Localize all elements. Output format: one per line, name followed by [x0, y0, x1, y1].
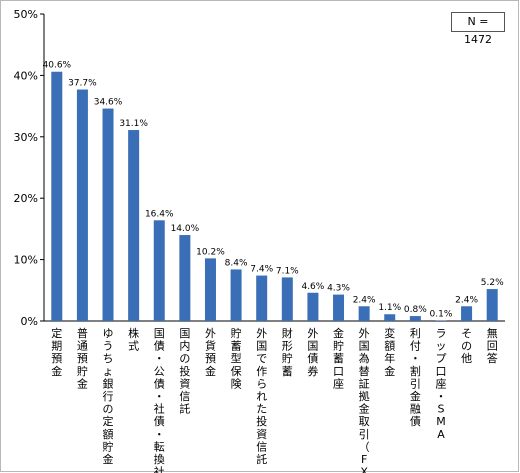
data-label: 31.1%: [119, 119, 148, 129]
bar: [230, 269, 242, 321]
bar: [435, 320, 447, 321]
y-tick-label: 20%: [14, 192, 38, 205]
x-tick-label: 財形貯蓄: [282, 326, 293, 378]
bar: [179, 235, 191, 321]
bar: [256, 275, 268, 321]
bar: [204, 258, 216, 321]
data-label: 1.1%: [378, 303, 401, 313]
bar: [307, 292, 319, 321]
data-label: 2.4%: [455, 295, 478, 305]
x-tick-label: 国内の投資信託: [179, 327, 190, 416]
x-tick-label: 外国債券: [307, 327, 318, 378]
bar: [384, 314, 396, 321]
x-tick-label: 貯蓄型保険: [231, 327, 242, 390]
x-tick-label: 外貨預金: [205, 327, 216, 378]
x-tick-label: 無回答: [487, 326, 498, 365]
x-tick-label: 株式: [128, 326, 139, 353]
data-label: 7.1%: [276, 266, 299, 276]
data-label: 2.4%: [353, 295, 376, 305]
x-tick-label: その他: [461, 327, 472, 365]
data-label: 40.6%: [43, 61, 72, 71]
bar: [333, 294, 345, 321]
data-label: 4.3%: [327, 284, 350, 294]
x-tick-label: 利付・割引金融債: [410, 327, 421, 428]
data-label: 16.4%: [145, 209, 174, 219]
x-tick-label: 外国為替証拠金取引（FX）: [359, 327, 370, 473]
bar: [76, 89, 88, 321]
sample-size-box: N = 1472: [451, 12, 505, 46]
bar: [153, 220, 165, 321]
bar: [51, 71, 63, 321]
y-tick-label: 30%: [14, 131, 38, 144]
data-label: 0.1%: [430, 309, 453, 319]
bar: [102, 108, 114, 321]
y-tick-label: 40%: [14, 69, 38, 82]
x-tick-label: 外国で作られた投資信託: [256, 327, 267, 466]
bar: [281, 277, 293, 321]
x-tick-label: 金貯蓄口座: [333, 326, 344, 390]
y-tick-label: 10%: [14, 254, 38, 267]
bar: [358, 306, 370, 321]
x-tick-label: ラップ口座・ S M A: [435, 327, 446, 441]
bar: [128, 130, 140, 321]
bar: [409, 316, 421, 321]
data-label: 37.7%: [68, 79, 97, 89]
data-label: 7.4%: [250, 265, 273, 275]
data-label: 0.8%: [404, 305, 427, 315]
bar: [486, 289, 498, 321]
y-tick-label: 50%: [14, 8, 38, 21]
x-tick-label: 変額年金: [384, 326, 395, 378]
data-label: 4.6%: [301, 282, 324, 292]
x-tick-label: 定期預金: [51, 326, 62, 378]
data-label: 5.2%: [481, 278, 504, 288]
bar: [461, 306, 473, 321]
x-tick-label: 普通預貯金: [77, 326, 88, 390]
y-tick-label: 0%: [21, 315, 38, 328]
data-label: 14.0%: [171, 224, 200, 234]
data-label: 34.6%: [94, 98, 123, 108]
data-label: 10.2%: [196, 247, 225, 257]
x-tick-label: ゆうちょ銀行の定額貯金: [103, 327, 114, 466]
data-label: 8.4%: [225, 258, 248, 268]
x-tick-label: 国債・公債・社債・転換社債: [154, 327, 165, 473]
